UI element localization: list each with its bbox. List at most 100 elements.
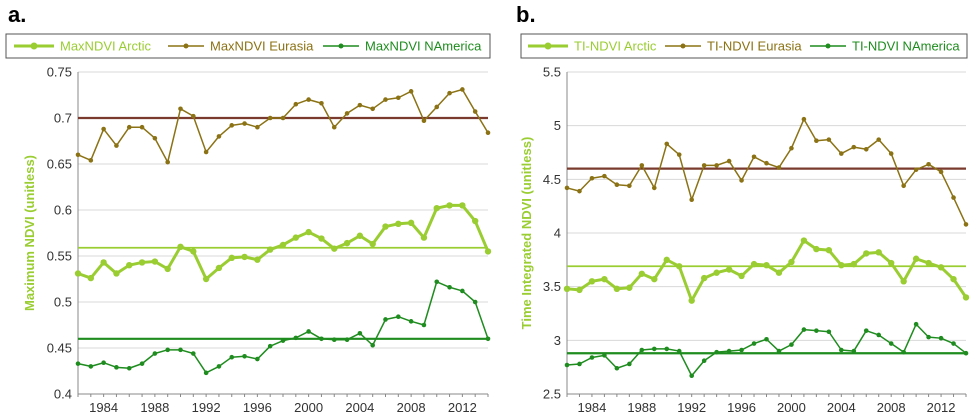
data-point xyxy=(962,294,970,301)
data-point xyxy=(838,262,845,269)
x-tick-label: 2008 xyxy=(397,400,426,415)
data-point xyxy=(447,90,452,96)
data-point xyxy=(775,269,783,276)
data-point xyxy=(876,137,882,142)
legend-box xyxy=(5,33,491,59)
data-point xyxy=(863,250,870,257)
data-point xyxy=(433,204,440,212)
data-point xyxy=(689,373,694,379)
data-point xyxy=(126,124,132,130)
data-point xyxy=(370,342,375,348)
x-tick-label: 2000 xyxy=(294,400,323,415)
data-point xyxy=(151,258,159,265)
data-point xyxy=(460,288,465,294)
data-point xyxy=(255,356,260,362)
data-point xyxy=(255,124,260,130)
data-point xyxy=(292,234,300,241)
data-point xyxy=(926,334,931,340)
data-point xyxy=(888,341,894,346)
y-tick-label: 0.55 xyxy=(47,249,72,264)
y-tick-label: 0.5 xyxy=(54,295,72,310)
data-point xyxy=(472,299,478,305)
legend-entry: TI-NDVI NAmerica xyxy=(852,39,960,54)
data-point xyxy=(602,173,607,179)
data-point xyxy=(713,269,720,276)
panel-label: a. xyxy=(8,2,26,27)
data-point xyxy=(714,349,719,355)
data-point xyxy=(293,335,299,341)
data-point xyxy=(789,145,794,151)
data-point xyxy=(485,336,491,342)
data-point xyxy=(588,278,596,285)
data-point xyxy=(446,202,453,209)
legend-entry: MaxNDVI Eurasia xyxy=(210,39,314,54)
panel-label: b. xyxy=(516,2,536,27)
data-point xyxy=(280,338,286,343)
data-point xyxy=(589,175,595,181)
data-point xyxy=(651,275,658,283)
data-point xyxy=(639,163,645,168)
data-point xyxy=(651,346,657,352)
data-point xyxy=(963,350,969,356)
data-point xyxy=(913,321,919,327)
data-point xyxy=(888,151,894,156)
data-point xyxy=(938,169,944,175)
data-point xyxy=(178,106,183,112)
data-point xyxy=(726,348,732,354)
data-point xyxy=(203,370,209,376)
data-point xyxy=(319,100,324,106)
data-point xyxy=(126,262,133,269)
data-point xyxy=(177,243,184,250)
data-point xyxy=(126,365,132,371)
data-point xyxy=(434,279,440,285)
data-point xyxy=(74,270,82,277)
data-point xyxy=(750,260,758,268)
data-point xyxy=(241,253,248,261)
data-point xyxy=(627,183,632,189)
x-tick-label: 1996 xyxy=(243,400,272,415)
legend-marker xyxy=(30,42,38,50)
data-point xyxy=(165,347,170,353)
data-point xyxy=(700,274,708,282)
data-point xyxy=(938,335,944,341)
data-point xyxy=(357,330,363,336)
data-point xyxy=(152,135,158,141)
legend-marker xyxy=(680,43,686,49)
data-point xyxy=(293,101,299,107)
x-tick-label: 1988 xyxy=(140,400,169,415)
data-point xyxy=(576,286,583,294)
data-point xyxy=(396,95,401,101)
data-point xyxy=(216,134,222,139)
data-point xyxy=(876,332,882,338)
data-point xyxy=(950,275,957,283)
data-point xyxy=(242,353,247,359)
data-point xyxy=(614,182,620,187)
legend-marker xyxy=(825,43,831,49)
data-point xyxy=(408,319,414,324)
data-point xyxy=(589,355,595,360)
legend-marker xyxy=(183,43,189,49)
data-point xyxy=(738,272,745,280)
x-tick-label: 1984 xyxy=(89,400,118,415)
data-point xyxy=(267,115,273,121)
data-point xyxy=(601,275,608,283)
data-point xyxy=(564,185,570,191)
y-tick-label: 0.6 xyxy=(54,203,72,218)
data-point xyxy=(626,284,633,291)
chart-panel-0: a. MaxNDVI Arctic MaxNDVI Eurasia MaxNDVI N… xyxy=(5,2,492,415)
data-point xyxy=(776,348,782,354)
y-axis-label: Time Integrated NDVI (unitless) xyxy=(519,137,534,330)
data-point xyxy=(925,259,932,267)
data-point xyxy=(242,121,247,126)
data-point xyxy=(839,151,844,156)
data-point xyxy=(164,265,171,273)
data-point xyxy=(663,256,670,264)
data-point xyxy=(814,138,819,143)
y-tick-label: 3.5 xyxy=(543,279,561,294)
data-point xyxy=(912,255,920,262)
data-point xyxy=(937,264,945,271)
data-point xyxy=(875,249,882,256)
data-point xyxy=(396,314,401,320)
data-point xyxy=(602,353,607,358)
data-point xyxy=(739,178,744,183)
